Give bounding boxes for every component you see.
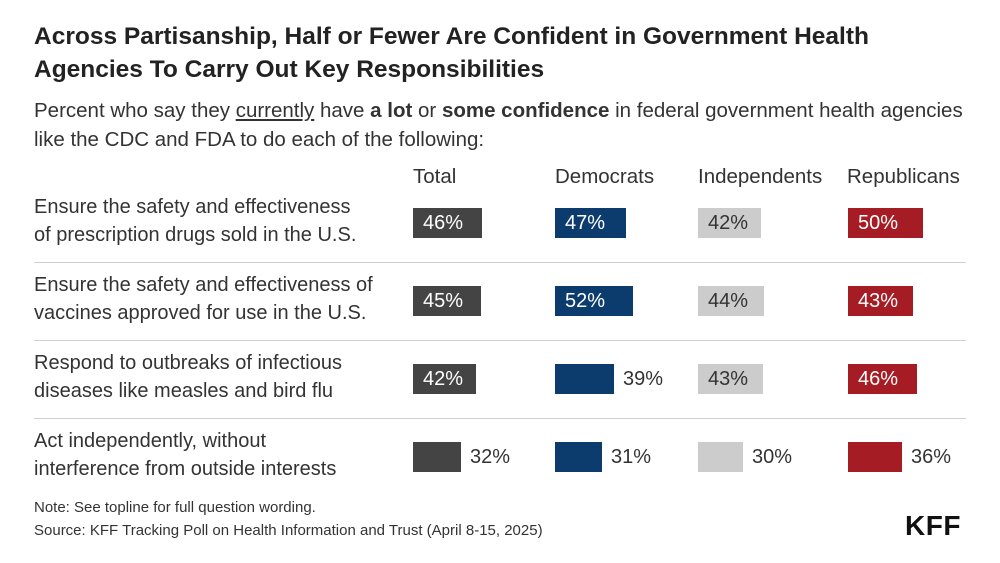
data-label-republicans: 43% — [858, 290, 899, 312]
bar-democrats — [555, 286, 633, 316]
subtitle-part: in federal government health agencies li… — [34, 99, 963, 151]
data-label-democrats: 39% — [623, 368, 664, 390]
bar-total — [413, 364, 476, 394]
subtitle-part: or — [412, 99, 442, 122]
kff-logo: KFF — [905, 510, 961, 541]
bar-democrats — [555, 208, 626, 238]
row-divider — [34, 262, 966, 263]
data-label-democrats: 52% — [565, 290, 606, 312]
subtitle-part: have — [314, 99, 371, 122]
bar-democrats — [555, 442, 602, 472]
chart-title: Across Partisanship, Half or Fewer Are C… — [34, 23, 869, 83]
note-text: Note: See topline for full question word… — [34, 499, 316, 516]
bar-republicans — [848, 364, 917, 394]
bar-independents — [698, 286, 764, 316]
row-label-line: diseases like measles and bird flu — [34, 380, 334, 402]
data-label-total: 45% — [423, 290, 464, 312]
data-label-independents: 43% — [708, 368, 749, 390]
row-divider — [34, 418, 966, 419]
column-header-independents: Independents — [698, 165, 823, 188]
data-label-democrats: 31% — [611, 446, 652, 468]
chart-subtitle: Percent who say they currently have a lo… — [34, 96, 974, 154]
row-divider — [34, 340, 966, 341]
row-label-line: Respond to outbreaks of infectious — [34, 352, 342, 374]
row-label-line: interference from outside interests — [34, 458, 337, 480]
row-label-vaccines: Ensure the safety and effectiveness of v… — [34, 271, 409, 327]
bar-independents — [698, 208, 761, 238]
column-header-democrats: Democrats — [555, 165, 655, 188]
row-label-line: vaccines approved for use in the U.S. — [34, 302, 367, 324]
bar-democrats — [555, 364, 614, 394]
row-label-prescription-drugs: Ensure the safety and effectiveness of p… — [34, 193, 409, 249]
bar-republicans — [848, 442, 902, 472]
column-header-total: Total — [413, 165, 457, 188]
row-label-line: of prescription drugs sold in the U.S. — [34, 224, 357, 246]
row-label-line: Ensure the safety and effectiveness of — [34, 274, 373, 296]
column-header-republicans: Republicans — [847, 165, 960, 188]
data-label-republicans: 46% — [858, 368, 899, 390]
row-label-act-independently: Act independently, without interference … — [34, 427, 409, 483]
bar-republicans — [848, 208, 923, 238]
data-label-republicans: 50% — [858, 212, 899, 234]
bar-republicans — [848, 286, 913, 316]
data-label-total: 32% — [470, 446, 511, 468]
data-label-independents: 42% — [708, 212, 749, 234]
data-label-independents: 44% — [708, 290, 749, 312]
data-label-total: 42% — [423, 368, 464, 390]
data-label-republicans: 36% — [911, 446, 952, 468]
bar-total — [413, 442, 461, 472]
bar-total — [413, 286, 481, 316]
data-label-democrats: 47% — [565, 212, 606, 234]
row-label-line: Ensure the safety and effectiveness — [34, 196, 351, 218]
subtitle-emphasis-some-confidence: some confidence — [441, 99, 610, 122]
bar-independents — [698, 364, 763, 394]
subtitle-emphasis-currently: currently — [235, 99, 315, 122]
subtitle-emphasis-a-lot: a lot — [370, 99, 413, 122]
row-label-outbreaks: Respond to outbreaks of infectious disea… — [34, 349, 409, 405]
data-label-independents: 30% — [752, 446, 793, 468]
bar-independents — [698, 442, 743, 472]
bar-total — [413, 208, 482, 238]
data-label-total: 46% — [423, 212, 464, 234]
subtitle-part: Percent who say they — [34, 99, 236, 122]
row-label-line: Act independently, without — [34, 430, 267, 452]
source-text: Source: KFF Tracking Poll on Health Info… — [34, 522, 543, 539]
